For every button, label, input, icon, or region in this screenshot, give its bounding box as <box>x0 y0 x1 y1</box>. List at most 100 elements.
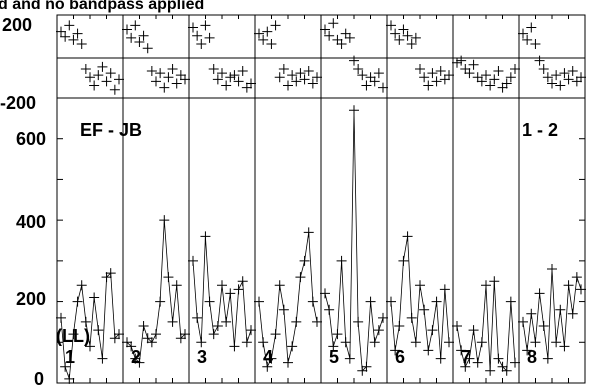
bottom-point <box>266 353 277 364</box>
bottom-point <box>472 357 483 368</box>
channel-label: 4 <box>263 347 273 367</box>
top-point <box>369 76 380 87</box>
bottom-point <box>340 337 351 348</box>
top-point <box>68 34 79 45</box>
top-point <box>155 68 166 79</box>
bottom-point <box>254 296 264 307</box>
top-point <box>241 82 252 93</box>
bottom-point <box>452 321 462 331</box>
bottom-point <box>229 341 240 352</box>
top-point <box>254 28 264 39</box>
bottom-point <box>534 288 545 299</box>
top-point <box>349 55 359 66</box>
bottom-point <box>97 353 108 364</box>
bottom-point <box>225 288 236 299</box>
bottom-point <box>200 231 211 242</box>
top-point <box>542 72 553 83</box>
bottom-point <box>130 353 141 364</box>
bottom-point <box>307 296 318 307</box>
top-point <box>530 39 541 50</box>
bottom-point <box>526 308 537 319</box>
top-point <box>497 82 508 93</box>
axis-ticks <box>57 15 585 384</box>
channel-line <box>126 220 186 364</box>
bottom-point <box>262 361 273 372</box>
bottom-point <box>336 255 347 266</box>
top-point <box>221 80 232 91</box>
bottom-point <box>497 361 508 372</box>
channel-label: 8 <box>527 347 537 367</box>
top-point <box>188 22 198 33</box>
bottom-point <box>369 337 380 348</box>
top-point <box>72 28 83 39</box>
top-point <box>435 66 446 77</box>
bottom-point <box>258 337 269 348</box>
top-point <box>526 22 537 33</box>
top-point <box>233 76 244 87</box>
bottom-point <box>72 296 83 307</box>
bottom-point <box>278 304 289 315</box>
top-point <box>522 34 533 45</box>
bottom-point <box>101 272 112 283</box>
top-point <box>394 34 405 45</box>
bottom-point <box>542 353 553 364</box>
top-point <box>406 39 417 50</box>
top-point <box>303 66 314 77</box>
bottom-point <box>365 296 376 307</box>
top-point <box>378 82 388 93</box>
bottom-point <box>485 365 496 376</box>
channel-label: 3 <box>197 347 207 367</box>
top-point <box>410 32 421 43</box>
bottom-point <box>398 255 409 266</box>
top-point <box>386 20 396 31</box>
top-point <box>138 30 149 41</box>
bottom-point <box>378 312 388 323</box>
top-point <box>142 43 153 54</box>
bottom-point <box>151 329 161 340</box>
top-point <box>398 24 409 35</box>
bottom-point <box>93 325 104 336</box>
top-point <box>85 72 95 83</box>
top-point <box>56 26 66 37</box>
top-point <box>489 74 500 85</box>
top-point <box>402 30 413 41</box>
top-point <box>291 76 302 87</box>
bottom-point <box>419 304 430 315</box>
top-point <box>336 39 347 50</box>
bottom-point <box>212 321 223 331</box>
polarization-label: (LL) <box>56 326 90 346</box>
top-point <box>534 55 545 66</box>
top-point <box>547 78 557 89</box>
top-point <box>307 78 318 89</box>
baseline-label: EF - JB <box>80 120 142 140</box>
top-point <box>130 20 141 31</box>
top-point <box>76 39 87 50</box>
bottom-point <box>559 341 570 352</box>
top-point <box>373 68 384 79</box>
bottom-point <box>415 280 425 291</box>
bottom-point <box>518 316 528 327</box>
bottom-ytick-0: 0 <box>34 369 44 389</box>
top-point <box>122 24 132 35</box>
top-point <box>344 32 355 43</box>
top-point <box>212 74 223 85</box>
top-point <box>208 63 219 74</box>
top-point <box>266 39 277 50</box>
top-point <box>460 63 471 74</box>
bottom-point <box>283 357 293 368</box>
bottom-point <box>109 333 120 344</box>
bottom-point <box>208 329 219 340</box>
bottom-point <box>476 337 487 348</box>
top-point <box>134 36 145 47</box>
top-point <box>225 72 236 83</box>
top-point <box>468 59 479 70</box>
bottom-point <box>320 288 330 299</box>
bottom-point <box>431 296 442 307</box>
top-point <box>299 74 310 85</box>
bottom-point <box>68 329 79 340</box>
bottom-point <box>76 280 87 291</box>
channel-dividers <box>122 15 520 383</box>
top-point <box>481 70 491 81</box>
top-point <box>270 20 281 31</box>
